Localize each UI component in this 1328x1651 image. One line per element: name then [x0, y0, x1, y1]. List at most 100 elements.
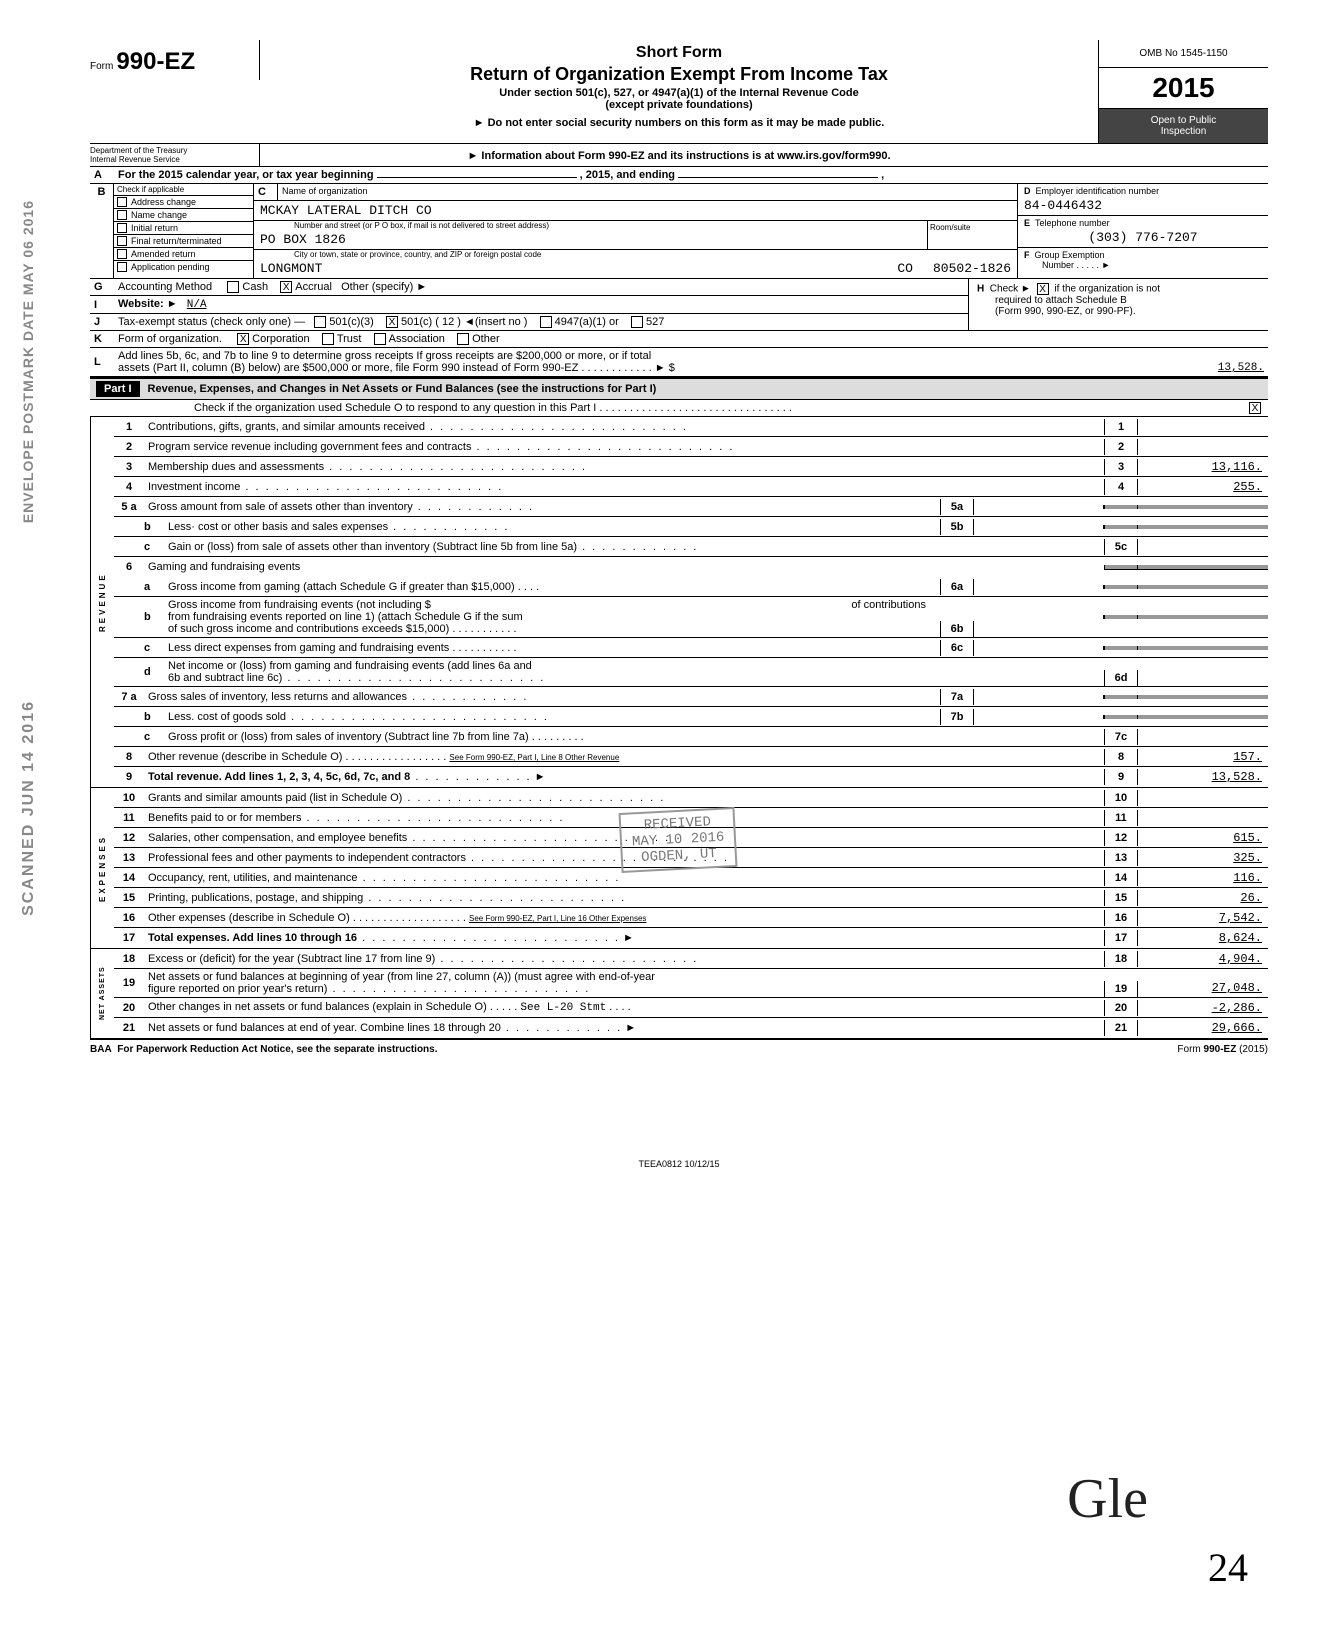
- check-other-k[interactable]: [457, 333, 469, 345]
- line-3-val: 13,116.: [1138, 458, 1268, 476]
- title-arrow1: ► Do not enter social security numbers o…: [270, 117, 1088, 129]
- check-initial-return[interactable]: [117, 223, 127, 233]
- check-application-pending[interactable]: [117, 262, 127, 272]
- footer-center: TEEA0812 10/12/15: [90, 1159, 1268, 1169]
- check-amended-return[interactable]: [117, 249, 127, 259]
- line-17-desc: Total expenses. Add lines 10 through 16: [148, 932, 357, 944]
- row-h-text1: Check ►: [990, 284, 1031, 295]
- group-number-label: Number . . . . . ►: [1024, 260, 1262, 270]
- line-10-desc: Grants and similar amounts paid (list in…: [148, 792, 402, 804]
- name-header: Name of organization: [278, 184, 1017, 200]
- row-k-text: Form of organization.: [118, 333, 222, 345]
- form-prefix: Form: [90, 61, 113, 72]
- part-1-check-text: Check if the organization used Schedule …: [94, 402, 1246, 414]
- title-under: Under section 501(c), 527, or 4947(a)(1)…: [270, 87, 1088, 99]
- check-corp[interactable]: X: [237, 333, 249, 345]
- line-13-desc: Professional fees and other payments to …: [148, 852, 466, 864]
- line-7a-desc: Gross sales of inventory, less returns a…: [148, 691, 407, 703]
- open-public-2: Inspection: [1103, 126, 1264, 137]
- line-18-desc: Excess or (deficit) for the year (Subtra…: [148, 953, 435, 965]
- line-6d-desc: Net income or (loss) from gaming and fun…: [168, 660, 532, 672]
- omb-number: OMB No 1545-1150: [1099, 40, 1268, 68]
- page-mark: 24: [1208, 1544, 1248, 1591]
- website-value: N/A: [187, 299, 207, 311]
- check-address-change[interactable]: [117, 197, 127, 207]
- check-label-1: Name change: [131, 210, 187, 220]
- row-j-text: Tax-exempt status (check only one) —: [118, 316, 305, 328]
- label-h: H: [977, 284, 984, 295]
- check-name-change[interactable]: [117, 210, 127, 220]
- check-501c[interactable]: X: [386, 316, 398, 328]
- part-1-check[interactable]: X: [1249, 402, 1261, 414]
- row-a: A For the 2015 calendar year, or tax yea…: [90, 167, 1268, 184]
- check-h[interactable]: X: [1037, 283, 1049, 295]
- line-15-val: 26.: [1138, 889, 1268, 907]
- line-6c-desc: Less direct expenses from gaming and fun…: [168, 642, 449, 654]
- trust-label: Trust: [337, 333, 362, 345]
- received-stamp: RECEIVED MAY 10 2016 OGDEN, UT: [619, 807, 738, 873]
- label-k: K: [94, 333, 118, 345]
- expenses-label: EXPENSES: [90, 788, 114, 948]
- check-501c3[interactable]: [314, 316, 326, 328]
- label-c: C: [254, 184, 278, 200]
- room-header: Room/suite: [928, 221, 1017, 234]
- line-1-desc: Contributions, gifts, grants, and simila…: [148, 421, 425, 433]
- line-14-val: 116.: [1138, 869, 1268, 887]
- dept-2: Internal Revenue Service: [90, 155, 255, 164]
- label-a: A: [90, 167, 114, 183]
- line-1-val: [1138, 425, 1268, 429]
- mid-6a: 6a: [940, 579, 974, 595]
- title-main: Short Form: [270, 44, 1088, 62]
- pre-5b: b: [144, 519, 164, 535]
- line-6d-desc2: 6b and subtract line 6c): [168, 672, 282, 684]
- line-4-desc: Investment income: [148, 481, 240, 493]
- 527-label: 527: [646, 316, 664, 328]
- netassets-label: NET ASSETS: [90, 949, 114, 1038]
- check-assoc[interactable]: [374, 333, 386, 345]
- check-cash[interactable]: [227, 281, 239, 293]
- check-label-5: Application pending: [131, 262, 210, 272]
- line-17-val: 8,624.: [1138, 929, 1268, 947]
- line-3-desc: Membership dues and assessments: [148, 461, 324, 473]
- signature: Gle: [1067, 1467, 1148, 1531]
- mid-7b: 7b: [940, 709, 974, 725]
- check-label-3: Final return/terminated: [131, 236, 222, 246]
- line-16-note: See Form 990-EZ, Part I, Line 16 Other E…: [469, 914, 646, 923]
- row-l-text2: assets (Part II, column (B) below) are $…: [118, 362, 1134, 374]
- dept-row: Department of the Treasury Internal Reve…: [90, 144, 1268, 167]
- ein-value: 84-0446432: [1024, 196, 1262, 213]
- pre-6d: d: [144, 664, 164, 680]
- street-value: PO BOX 1826: [254, 230, 927, 249]
- check-final-return[interactable]: [117, 236, 127, 246]
- line-19-desc: Net assets or fund balances at beginning…: [148, 971, 655, 983]
- accrual-label: Accrual: [295, 281, 332, 293]
- tel-value: (303) 776-7207: [1024, 228, 1262, 245]
- zip-value: 80502-1826: [933, 261, 1011, 276]
- line-9-val: 13,528.: [1138, 768, 1268, 786]
- received-line3: OGDEN, UT: [632, 846, 725, 867]
- label-f: F: [1024, 250, 1030, 260]
- row-h-text3: required to attach Schedule B: [977, 295, 1127, 306]
- check-accrual[interactable]: X: [280, 281, 292, 293]
- row-a-text2: , 2015, and ending: [580, 169, 675, 181]
- line-7b-desc: Less. cost of goods sold: [168, 711, 286, 723]
- line-5c-val: [1138, 545, 1268, 549]
- check-trust[interactable]: [322, 333, 334, 345]
- check-527[interactable]: [631, 316, 643, 328]
- line-2-desc: Program service revenue including govern…: [148, 441, 471, 453]
- line-12-val: 615.: [1138, 829, 1268, 847]
- line-20-desc: Other changes in net assets or fund bala…: [148, 1001, 487, 1013]
- label-b: B: [90, 184, 114, 278]
- part-1-title: Revenue, Expenses, and Changes in Net As…: [148, 383, 657, 395]
- row-l-text1: Add lines 5b, 6c, and 7b to line 9 to de…: [118, 350, 1134, 362]
- check-label-0: Address change: [131, 197, 196, 207]
- pre-7b: b: [144, 709, 164, 725]
- dept-1: Department of the Treasury: [90, 146, 255, 155]
- form-number: 990-EZ: [116, 48, 195, 75]
- check-header: Check if applicable: [114, 184, 253, 196]
- check-4947[interactable]: [540, 316, 552, 328]
- line-18-val: 4,904.: [1138, 950, 1268, 968]
- netassets-block: NET ASSETS 18Excess or (deficit) for the…: [90, 949, 1268, 1040]
- assoc-label: Association: [389, 333, 445, 345]
- col-b-checks: Check if applicable Address change Name …: [114, 184, 254, 278]
